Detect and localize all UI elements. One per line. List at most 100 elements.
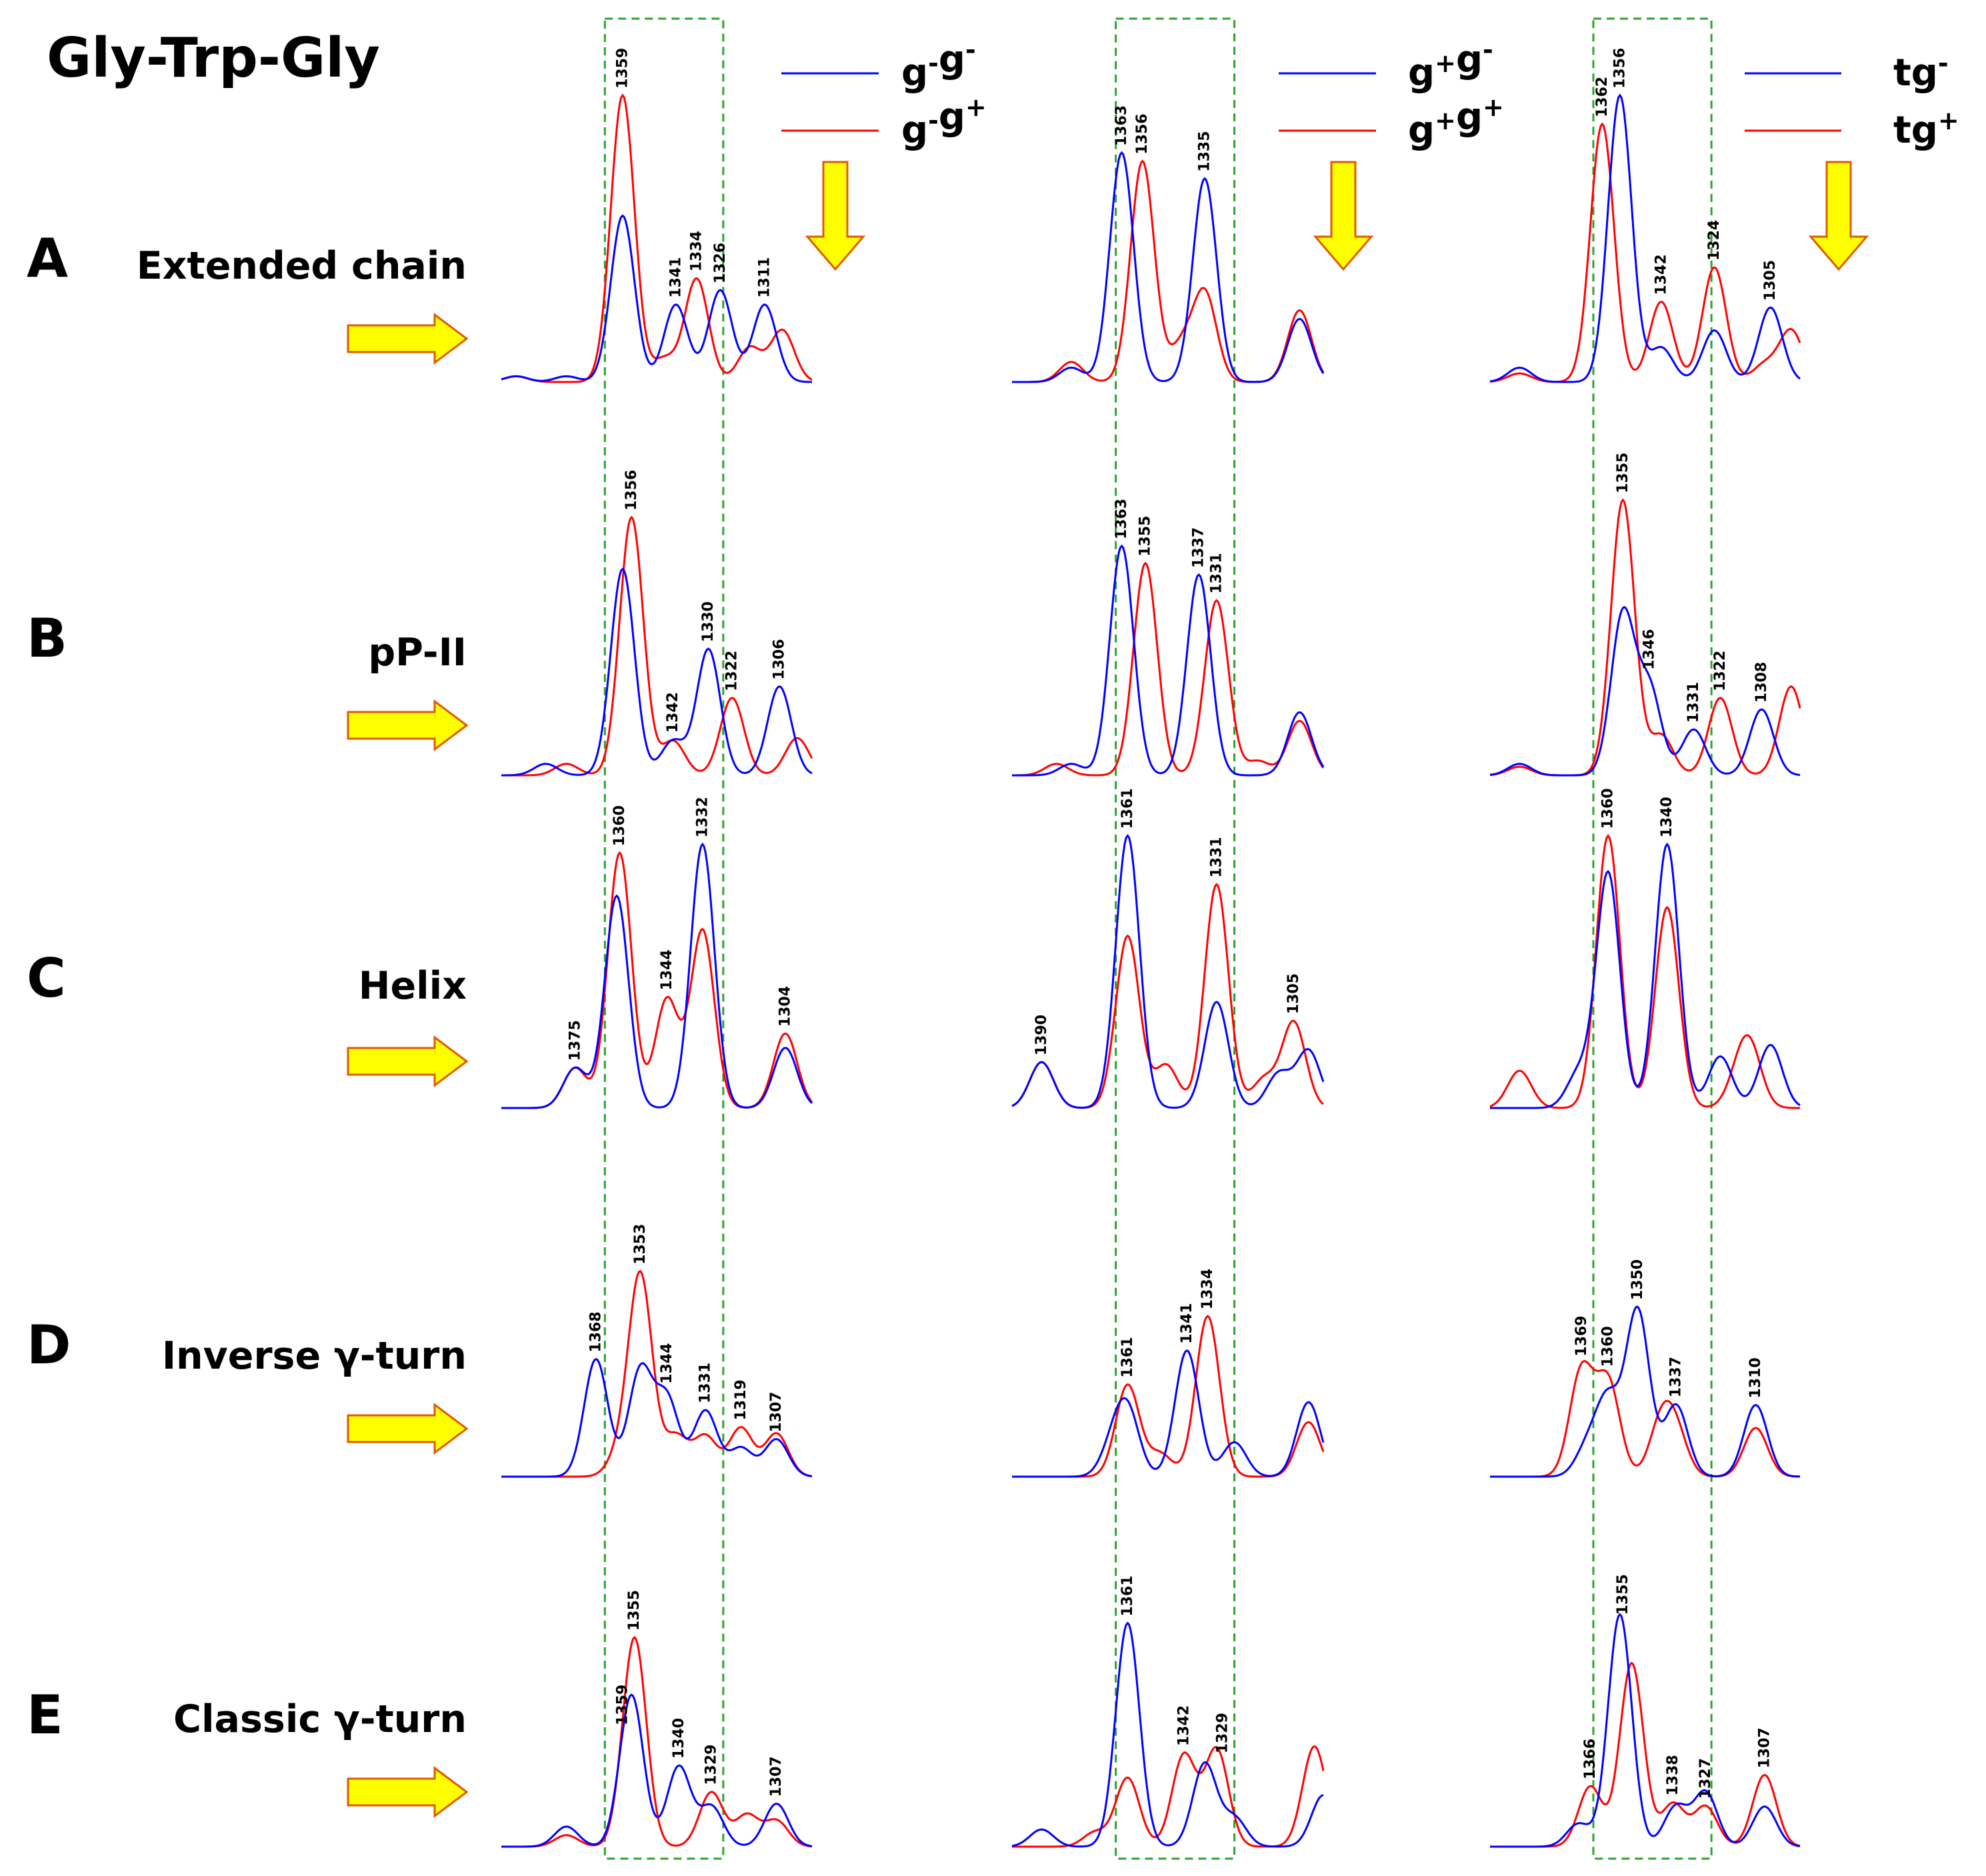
series-line-blue xyxy=(501,1693,813,1848)
row-labels: A Extended chain B pP-II C Helix D Inverse γ-tu… xyxy=(27,227,469,1818)
series-line-blue xyxy=(1489,605,1801,777)
peak-label: 1340 xyxy=(671,1718,687,1759)
series-line-red xyxy=(1489,122,1801,383)
peak-label: 1361 xyxy=(1119,1337,1136,1377)
series-line-red xyxy=(501,851,813,1109)
row-label: Extended chain xyxy=(137,244,467,288)
series-line-blue xyxy=(1012,151,1325,383)
series-line-red xyxy=(1012,159,1325,383)
peak-label: 1331 xyxy=(1208,553,1225,593)
series-line-blue xyxy=(1490,842,1801,1109)
peak-label: 1335 xyxy=(1197,131,1213,171)
series-line-red xyxy=(1011,883,1325,1109)
series-line-blue xyxy=(1011,833,1325,1109)
legend-label: tg- xyxy=(1893,49,1949,95)
peak-label: 1329 xyxy=(703,1745,720,1785)
row-letter: D xyxy=(27,1314,71,1376)
down-arrow-icon xyxy=(805,161,866,271)
peak-label: 1305 xyxy=(1285,973,1302,1014)
peak-label: 1368 xyxy=(588,1311,605,1352)
peak-label: 1342 xyxy=(1175,1705,1192,1746)
peak-label: 1330 xyxy=(700,601,717,642)
spectrum-panel: 1366 1355 1338 1327 1307 xyxy=(1490,1574,1801,1848)
legend-label: g+g+ xyxy=(1408,93,1504,152)
peak-label: 1366 xyxy=(1582,1739,1599,1779)
series-line-blue xyxy=(1490,1613,1801,1848)
peak-label: 1350 xyxy=(1629,1259,1646,1300)
highlight-boxes xyxy=(603,17,1713,1860)
peak-label: 1342 xyxy=(1653,254,1669,295)
down-arrow-icon xyxy=(1313,161,1374,271)
series-line-red xyxy=(1012,1745,1325,1848)
legend-label: g-g+ xyxy=(901,93,987,152)
series-line-blue xyxy=(501,567,813,777)
series-line-red xyxy=(1012,561,1325,777)
peak-label: 1337 xyxy=(1191,527,1207,568)
peak-label: 1311 xyxy=(756,257,773,298)
peak-label: 1356 xyxy=(1611,48,1628,89)
peak-label: 1337 xyxy=(1668,1357,1685,1397)
peak-label: 1322 xyxy=(724,651,741,691)
highlight-box xyxy=(603,17,725,1860)
row-label: Inverse γ-turn xyxy=(162,1334,467,1378)
peak-label: 1305 xyxy=(1762,260,1779,301)
peak-label: 1359 xyxy=(614,48,631,89)
peak-label: 1356 xyxy=(1134,113,1151,154)
series-line-red xyxy=(1012,1315,1325,1478)
spectrum-panel: 1356 1342 1330 1322 1306 xyxy=(501,470,813,777)
right-arrow-icon xyxy=(347,313,469,365)
peak-label: 1331 xyxy=(1208,837,1225,877)
row-label: Helix xyxy=(359,964,467,1008)
peak-label: 1375 xyxy=(567,1020,583,1061)
peak-label: 1341 xyxy=(1179,1303,1195,1344)
peak-label: 1344 xyxy=(659,949,675,990)
series-line-blue xyxy=(1012,544,1325,777)
highlight-box xyxy=(1592,17,1713,1860)
series-line-red xyxy=(501,1635,813,1848)
peak-label: 1326 xyxy=(712,243,729,283)
spectrum-panel: 1363 1356 1335 xyxy=(1012,105,1325,383)
peak-label: 1361 xyxy=(1119,788,1136,829)
row-label: Classic γ-turn xyxy=(173,1697,467,1741)
spectrum-panel: 1369 1360 1350 1337 1310 xyxy=(1490,1259,1801,1478)
peak-label: 1307 xyxy=(768,1756,785,1797)
legend-label: g-g- xyxy=(901,35,976,95)
row-letter: A xyxy=(27,227,68,289)
peak-label: 1355 xyxy=(626,1590,643,1631)
legend-label: g+g- xyxy=(1408,35,1493,95)
peak-label: 1310 xyxy=(1747,1357,1764,1398)
series-line-red xyxy=(501,1269,813,1478)
peak-label: 1307 xyxy=(1756,1727,1773,1768)
right-arrow-icon xyxy=(347,1035,469,1087)
series-line-blue xyxy=(501,842,813,1109)
right-arrow-icon xyxy=(347,699,469,751)
peak-label: 1363 xyxy=(1113,499,1130,539)
peak-label: 1308 xyxy=(1753,662,1770,703)
peak-label: 1322 xyxy=(1712,651,1729,691)
peak-label: 1329 xyxy=(1214,1713,1231,1753)
spectrum-panel: 1359 1355 1340 1329 1307 xyxy=(501,1590,813,1848)
peak-label: 1319 xyxy=(733,1379,749,1420)
spectrum-panel: 1368 1353 1344 1331 1319 1307 xyxy=(501,1224,813,1478)
peak-label: 1307 xyxy=(768,1391,785,1432)
spectrum-panel: 1360 1340 xyxy=(1489,788,1801,1109)
peak-label: 1356 xyxy=(623,470,640,511)
peak-label: 1360 xyxy=(611,805,628,846)
peak-label: 1390 xyxy=(1033,1015,1050,1055)
right-arrow-icon xyxy=(347,1766,469,1818)
legends: g-g-g-g+ g+g-g+g+ tg-tg+ xyxy=(781,35,1959,271)
peak-label: 1332 xyxy=(694,797,711,837)
highlight-box xyxy=(1115,17,1236,1860)
peak-label: 1324 xyxy=(1706,220,1723,261)
peak-label: 1360 xyxy=(1600,788,1617,829)
peak-label: 1327 xyxy=(1697,1758,1714,1799)
peak-label: 1338 xyxy=(1665,1755,1681,1795)
series-line-blue xyxy=(1012,1349,1325,1478)
peak-label: 1344 xyxy=(659,1343,675,1384)
